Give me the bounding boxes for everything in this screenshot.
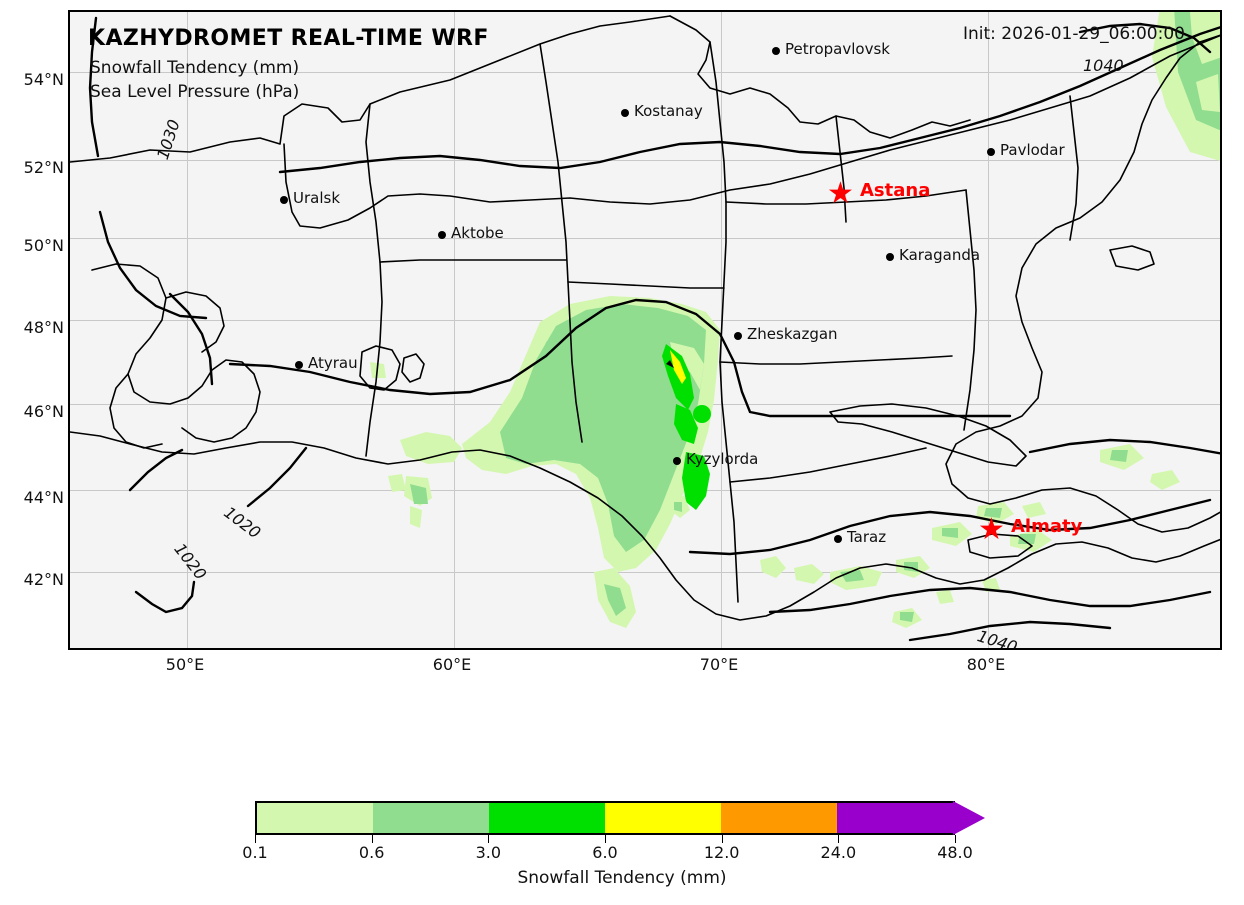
colorbar-tick-48.0 — [955, 835, 956, 843]
gridline-lon-60 — [454, 12, 455, 648]
gridline-lon-80 — [988, 12, 989, 648]
colorbar-tick-24.0 — [838, 835, 840, 843]
city-label: Almaty — [1011, 516, 1083, 537]
colorbar-tick-12.0 — [721, 835, 723, 843]
lon-tick-80E: 80°E — [966, 655, 1006, 674]
colorbar-tick-label-6.0: 6.0 — [592, 843, 618, 862]
colorbar-tick-0.6 — [371, 835, 373, 843]
colorbar-segment-2 — [489, 803, 605, 833]
gridline-lat-52 — [70, 160, 1220, 161]
city-label: Zheskazgan — [747, 325, 838, 343]
page-title: KAZHYDROMET REAL-TIME WRF — [88, 26, 489, 51]
city-label: Kostanay — [634, 102, 703, 120]
lon-tick-50E: 50°E — [165, 655, 205, 674]
lat-tick-48N: 48°N — [23, 318, 64, 337]
city-dot-icon — [886, 253, 894, 261]
lat-tick-42N: 42°N — [23, 570, 64, 589]
lat-tick-54N: 54°N — [23, 70, 64, 89]
colorbar-segments[interactable] — [255, 801, 955, 835]
city-label: Taraz — [847, 528, 887, 546]
city-label: Petropavlovsk — [785, 40, 890, 58]
snowfall-region-west — [370, 362, 462, 528]
colorbar-tick-label-48.0: 48.0 — [937, 843, 973, 862]
star-icon: ★ — [827, 176, 854, 211]
snowfall-region-northeast — [1152, 12, 1220, 161]
city-dot-icon — [834, 535, 842, 543]
colorbar[interactable] — [255, 799, 989, 837]
city-dot-icon — [734, 332, 742, 340]
city-label: Aktobe — [451, 224, 504, 242]
lat-tick-44N: 44°N — [23, 488, 64, 507]
colorbar-segment-1 — [373, 803, 489, 833]
init-timestamp: Init: 2026-01-29_06:00:00 — [963, 24, 1185, 44]
colorbar-segment-0 — [257, 803, 373, 833]
city-label: Kyzylorda — [686, 450, 759, 468]
subtitle-pressure: Sea Level Pressure (hPa) — [90, 82, 300, 102]
city-dot-icon — [438, 231, 446, 239]
colorbar-tick-label-12.0: 12.0 — [703, 843, 740, 862]
lat-tick-52N: 52°N — [23, 158, 64, 177]
colorbar-tick-label-3.0: 3.0 — [475, 843, 502, 862]
gridline-lat-42 — [70, 572, 1220, 573]
city-dot-icon — [987, 148, 995, 156]
city-label: Karaganda — [899, 246, 981, 264]
gridline-lon-50 — [187, 12, 188, 648]
city-dot-icon — [295, 361, 303, 369]
city-dot-icon — [280, 196, 288, 204]
colorbar-tick-label-0.6: 0.6 — [358, 843, 385, 862]
map-vector-layer — [70, 15, 1220, 642]
colorbar-title: Snowfall Tendency (mm) — [517, 868, 727, 888]
colorbar-segment-3 — [605, 803, 721, 833]
gridline-lat-50 — [70, 238, 1220, 239]
colorbar-tick-label-24.0: 24.0 — [820, 843, 857, 862]
city-dot-icon — [621, 109, 629, 117]
map-plot-area[interactable]: Petropavlovsk Kostanay Pavlodar Uralsk Aktob… — [68, 10, 1222, 650]
star-icon: ★ — [978, 512, 1005, 547]
city-label: Pavlodar — [1000, 141, 1065, 159]
city-label: Uralsk — [293, 189, 341, 207]
colorbar-tick-label-0.1: 0.1 — [242, 843, 268, 862]
gridline-lat-54 — [70, 72, 1220, 73]
lat-tick-46N: 46°N — [23, 402, 64, 421]
city-dot-icon — [673, 457, 681, 465]
lat-tick-50N: 50°N — [23, 236, 64, 255]
colorbar-tick-0.1 — [255, 835, 256, 843]
isobar-label-1040-1: 1040 — [1083, 56, 1124, 75]
snowfall-region-central — [462, 296, 720, 628]
city-label: Atyrau — [308, 354, 358, 372]
colorbar-segment-5 — [837, 803, 953, 833]
colorbar-tick-3.0 — [488, 835, 490, 843]
lon-tick-70E: 70°E — [699, 655, 739, 674]
colorbar-extend-arrow — [953, 801, 985, 835]
colorbar-tick-6.0 — [605, 835, 606, 843]
colorbar-segment-4 — [721, 803, 837, 833]
city-label: Astana — [860, 180, 931, 201]
subtitle-snowfall: Snowfall Tendency (mm) — [90, 58, 300, 78]
sea-level-pressure-isobars — [88, 16, 1220, 642]
snowfall-shading-layer — [370, 12, 1220, 628]
administrative-borders — [70, 15, 1220, 621]
lon-tick-60E: 60°E — [432, 655, 472, 674]
city-dot-icon — [772, 47, 780, 55]
